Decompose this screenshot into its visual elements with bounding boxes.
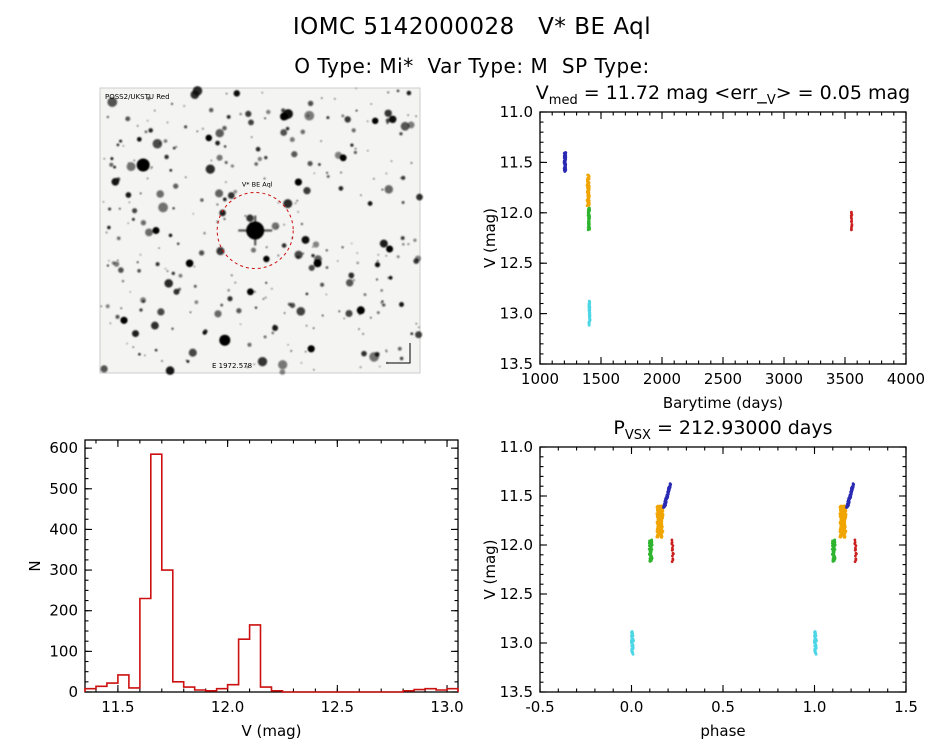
target-circle bbox=[216, 192, 294, 269]
magnitude-histogram-plot: 11.5 12.0 12.5 13.0 0 100 200 300 400 500 600 V (ma… bbox=[26, 439, 464, 740]
finder-target-label: V* BE Aql bbox=[242, 181, 273, 189]
x-tick-label: 12.0 bbox=[211, 698, 244, 716]
y-axis-title: N bbox=[26, 560, 44, 571]
axes: 11.5 12.0 12.5 13.0 0 100 200 300 400 500 600 V (ma… bbox=[26, 439, 464, 740]
page-title: IOMC 5142000028 V* BE Aql bbox=[292, 14, 652, 40]
y-tick-label: 13.5 bbox=[500, 683, 533, 701]
plot-frame bbox=[539, 446, 907, 693]
plot-title: PVSX = 212.93000 days bbox=[613, 417, 832, 443]
finder-survey-label: POSS2/UKSTU Red bbox=[105, 93, 170, 101]
axes: -0.5 0.0 0.5 1.0 1.5 11.0 11.5 12.0 12.5 13.0 13.5… bbox=[481, 438, 918, 740]
x-tick-label: 1.5 bbox=[894, 698, 918, 716]
plot-frame bbox=[539, 111, 907, 365]
x-tick-label: 2500 bbox=[704, 370, 742, 388]
y-tick-label: 11.0 bbox=[500, 438, 533, 456]
y-tick-label: 11.0 bbox=[500, 103, 533, 121]
plot-frame bbox=[84, 439, 459, 693]
y-tick-label: 500 bbox=[49, 480, 78, 498]
phase-folded-plot: -0.5 0.0 0.5 1.0 1.5 11.0 11.5 12.0 12.5 13.0 13.5… bbox=[481, 417, 918, 740]
lightcurve-plot: 1000 1500 2000 2500 3000 3500 4000 11.0 11.5 12.0… bbox=[481, 82, 925, 412]
y-tick-label: 600 bbox=[49, 439, 78, 457]
data-points bbox=[630, 482, 858, 656]
y-tick-label: 100 bbox=[49, 642, 78, 660]
finder-chart-image: POSS2/UKSTU Red V* BE Aql E 1972.578 bbox=[99, 86, 423, 375]
plot-title: Vmed = 11.72 mag <err_V> = 0.05 mag bbox=[536, 82, 910, 108]
x-tick-label: 1000 bbox=[521, 370, 559, 388]
y-tick-label: 13.0 bbox=[500, 634, 533, 652]
y-tick-label: 400 bbox=[49, 520, 78, 538]
x-tick-label: 3000 bbox=[765, 370, 803, 388]
x-tick-label: 4000 bbox=[887, 370, 925, 388]
x-tick-label: 1.0 bbox=[803, 698, 827, 716]
axes: 1000 1500 2000 2500 3000 3500 4000 11.0 11.5 12.0… bbox=[481, 103, 925, 412]
finder-epoch-label: E 1972.578 bbox=[212, 362, 252, 370]
star-field bbox=[100, 86, 423, 375]
x-tick-label: 0.5 bbox=[711, 698, 735, 716]
x-tick-label: -0.5 bbox=[525, 698, 554, 716]
x-tick-label: 1500 bbox=[582, 370, 620, 388]
x-tick-label: 12.5 bbox=[321, 698, 354, 716]
y-tick-label: 13.0 bbox=[500, 305, 533, 323]
y-axis-title: V (mag) bbox=[481, 208, 499, 268]
y-tick-label: 0 bbox=[68, 683, 78, 701]
y-tick-label: 300 bbox=[49, 561, 78, 579]
x-axis-title: phase bbox=[700, 722, 745, 740]
y-tick-label: 12.0 bbox=[500, 536, 533, 554]
y-tick-label: 11.5 bbox=[500, 153, 533, 171]
y-axis-title: V (mag) bbox=[481, 539, 499, 599]
y-tick-label: 12.5 bbox=[500, 585, 533, 603]
y-tick-label: 13.5 bbox=[500, 355, 533, 373]
x-tick-label: 11.5 bbox=[101, 698, 134, 716]
scale-mark bbox=[386, 343, 411, 364]
data-points bbox=[562, 151, 854, 327]
y-tick-label: 200 bbox=[49, 602, 78, 620]
x-axis-title: V (mag) bbox=[241, 722, 301, 740]
x-tick-label: 13.0 bbox=[430, 698, 463, 716]
x-axis-title: Barytime (days) bbox=[663, 394, 783, 412]
y-tick-label: 12.5 bbox=[500, 254, 533, 272]
y-tick-label: 12.0 bbox=[500, 204, 533, 222]
histogram-steps bbox=[84, 453, 459, 693]
x-tick-label: 0.0 bbox=[620, 698, 644, 716]
page-subtitle: O Type: Mi* Var Type: M SP Type: bbox=[294, 54, 650, 78]
x-tick-label: 3500 bbox=[826, 370, 864, 388]
x-tick-label: 2000 bbox=[643, 370, 681, 388]
y-tick-label: 11.5 bbox=[500, 487, 533, 505]
